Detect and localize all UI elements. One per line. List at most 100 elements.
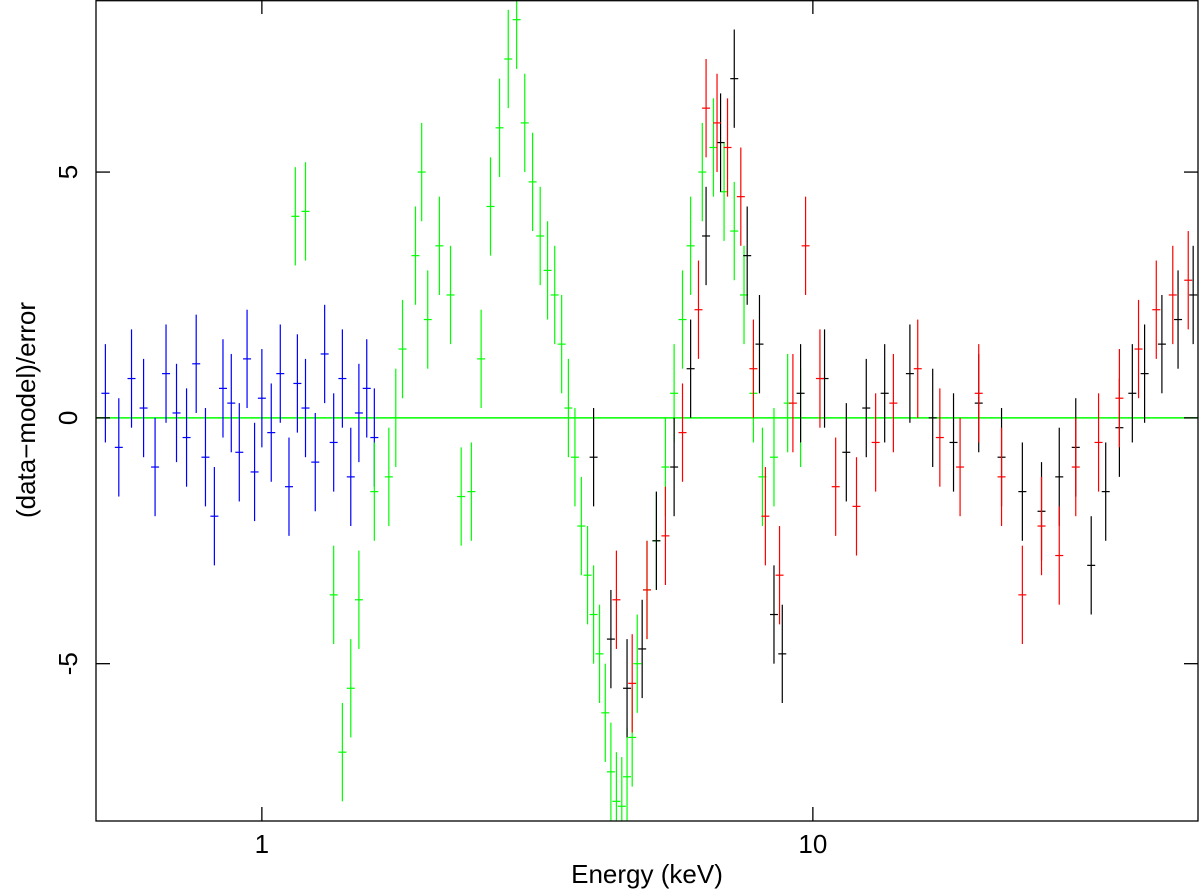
error-bar [796,344,805,443]
error-bar [467,442,476,541]
error-bar [974,344,983,443]
error-bar [716,93,725,192]
error-bar [329,545,338,645]
error-bar [788,353,797,453]
error-bar [536,186,545,286]
plot-frame [95,0,1199,822]
y-axis-label: (data−model)/error [11,302,41,518]
error-bar [606,589,615,689]
error-bar [423,270,432,369]
error-bar [949,393,958,492]
error-bar [384,427,393,527]
error-bar [243,309,252,409]
error-bar [411,206,420,305]
error-bar [301,162,310,261]
error-bar [276,324,285,423]
error-bar [606,722,615,821]
error-bar [831,437,840,536]
error-bar [370,442,379,541]
error-bar [570,408,579,507]
error-bar [1037,476,1046,576]
error-bar [749,319,758,418]
error-bar [329,393,338,492]
error-bar [543,221,552,320]
error-bar [210,467,219,566]
error-bar [1189,245,1198,345]
error-bar [446,245,455,345]
error-bar [761,467,770,566]
error-bar [723,98,732,197]
error-bar [311,412,320,512]
error-bar [1128,344,1137,443]
error-bar [612,550,621,649]
error-bar [1055,506,1064,605]
error-bar [652,491,661,590]
error-bar [694,260,703,359]
error-bar [928,368,937,468]
error-bar [713,73,722,173]
error-bar [997,427,1006,527]
error-bar [702,186,711,286]
error-bar [815,329,824,428]
error-bar [1101,442,1110,541]
error-bar [293,334,302,433]
error-bar [698,122,707,222]
error-bar [354,550,363,649]
error-bar [769,408,778,507]
error-bar [730,181,739,281]
error-bar [151,417,160,517]
error-bar [577,476,586,576]
error-bar [842,403,851,502]
error-bar [354,363,363,463]
error-bar [905,324,914,423]
error-bar [346,427,355,527]
error-bar [182,388,191,487]
error-bar [730,29,739,128]
x-tick-label: 1 [255,829,269,859]
error-bar [1168,245,1177,345]
error-bar [291,167,300,266]
error-bar [346,639,355,738]
error-bar [320,304,329,404]
error-bar [1018,545,1027,645]
error-bar [218,339,227,438]
x-tick-label: 10 [798,829,827,859]
plot-area [96,0,1198,821]
error-bar [1087,516,1096,615]
error-bar [852,457,861,556]
error-bar [338,329,347,428]
error-bar [670,417,679,517]
error-bar [391,368,400,468]
error-bar [362,339,371,438]
error-bar [643,540,651,640]
y-tick-label: 0 [53,411,83,425]
error-bar [702,58,711,158]
error-bar [1157,294,1166,394]
error-bar [612,752,621,821]
error-bar [257,349,266,448]
error-bar [564,358,573,458]
error-bar [172,363,181,463]
error-bar [1094,393,1103,492]
error-bar [557,294,566,394]
error-bar [595,604,604,704]
error-bar [1140,324,1149,423]
error-bar [589,408,598,507]
error-bar [736,147,745,246]
y-tick-label: -5 [53,652,83,675]
error-bar [1134,299,1143,399]
error-bar [638,599,647,699]
error-bar [589,565,598,664]
error-bar [101,344,110,443]
error-bar [1018,442,1027,541]
error-bar [520,73,529,173]
x-axis-label: Energy (keV) [571,859,723,889]
error-bar [755,294,764,394]
error-bar [678,270,687,369]
error-bar [235,403,244,502]
error-bar [778,604,787,704]
error-bar [686,319,695,418]
error-bar [801,196,810,295]
error-bar [338,703,347,802]
error-bar [775,526,784,625]
